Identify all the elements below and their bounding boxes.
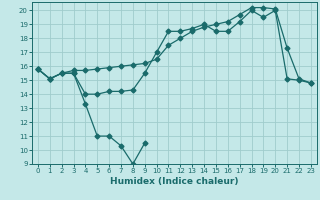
X-axis label: Humidex (Indice chaleur): Humidex (Indice chaleur) (110, 177, 239, 186)
